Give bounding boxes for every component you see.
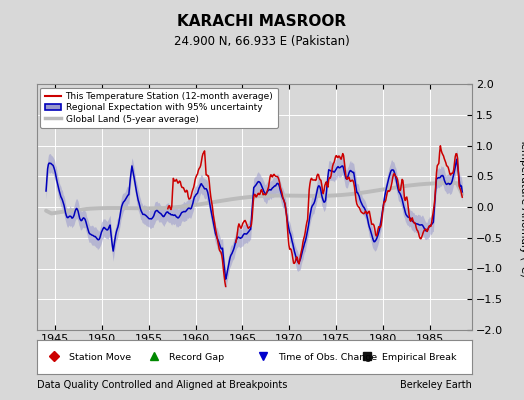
Text: Berkeley Earth: Berkeley Earth xyxy=(400,380,472,390)
Legend: This Temperature Station (12-month average), Regional Expectation with 95% uncer: This Temperature Station (12-month avera… xyxy=(40,88,278,128)
Text: Data Quality Controlled and Aligned at Breakpoints: Data Quality Controlled and Aligned at B… xyxy=(37,380,287,390)
Text: 24.900 N, 66.933 E (Pakistan): 24.900 N, 66.933 E (Pakistan) xyxy=(174,36,350,48)
Text: Empirical Break: Empirical Break xyxy=(383,353,457,362)
Text: Station Move: Station Move xyxy=(69,353,132,362)
Text: KARACHI MASROOR: KARACHI MASROOR xyxy=(178,14,346,30)
Text: Time of Obs. Change: Time of Obs. Change xyxy=(278,353,377,362)
Y-axis label: Temperature Anomaly (°C): Temperature Anomaly (°C) xyxy=(520,138,524,276)
Text: Record Gap: Record Gap xyxy=(169,353,224,362)
